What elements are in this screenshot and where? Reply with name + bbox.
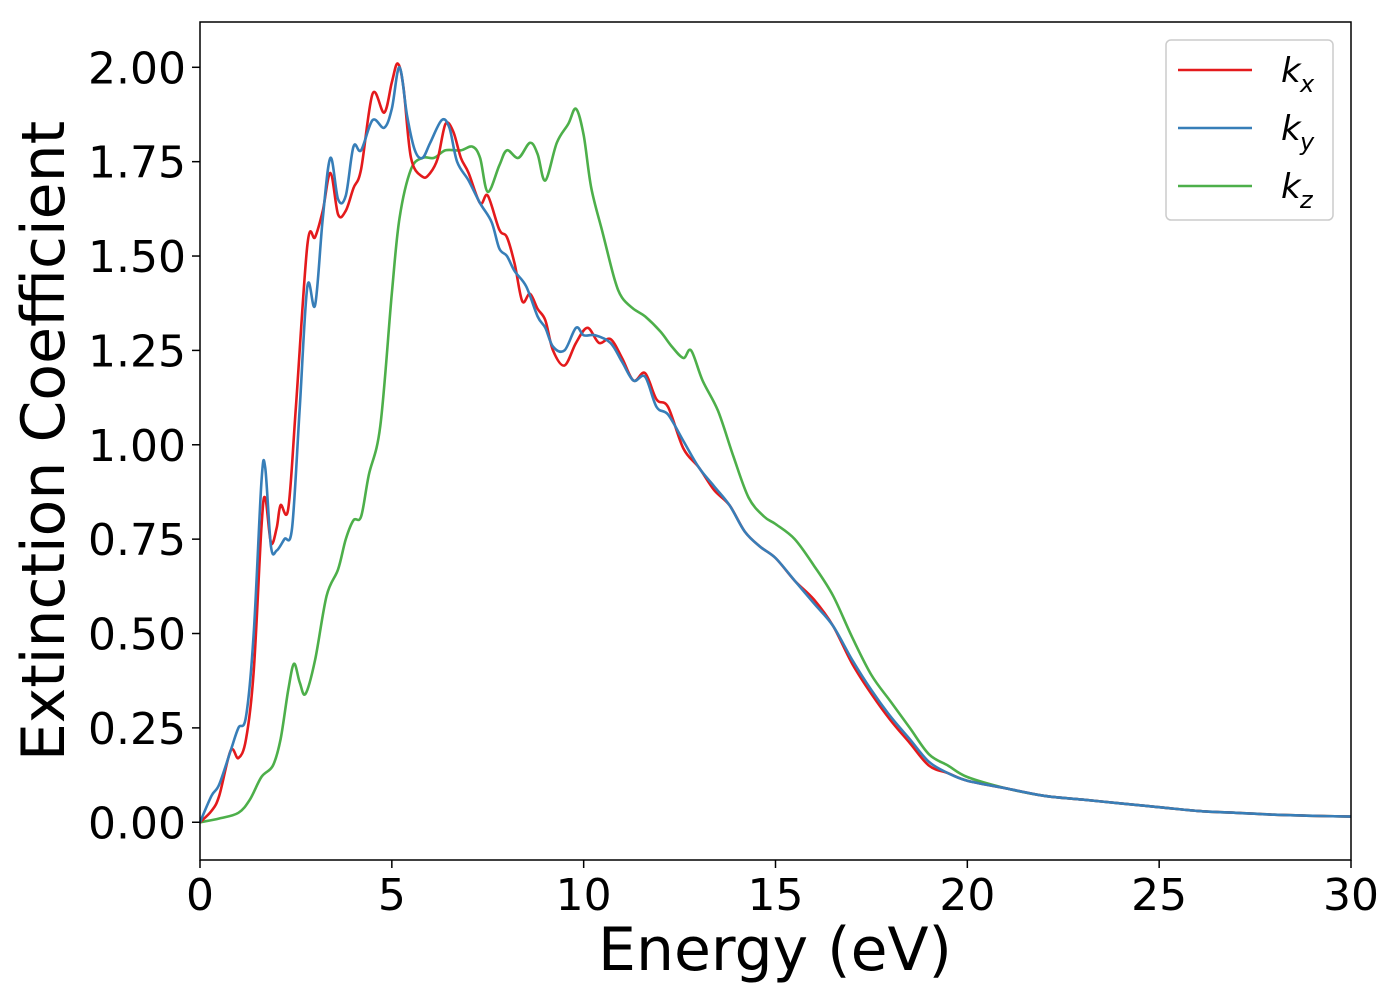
legend-label-kx: k bbox=[1281, 51, 1302, 91]
x-tick-label: 10 bbox=[556, 870, 612, 921]
y-tick-label: 0.25 bbox=[88, 704, 186, 755]
plot-area bbox=[200, 22, 1351, 860]
x-tick-label: 0 bbox=[186, 870, 214, 921]
legend-box bbox=[1165, 39, 1334, 221]
series-line-kx bbox=[199, 62, 1352, 824]
series-line-ky bbox=[198, 65, 1352, 823]
y-tick-label: 1.50 bbox=[88, 232, 186, 283]
legend-label-kz: k bbox=[1281, 167, 1302, 207]
y-tick-label: 1.00 bbox=[88, 421, 186, 472]
legend-subscript-kx: x bbox=[1299, 70, 1315, 98]
x-tick-label: 5 bbox=[378, 870, 406, 921]
series-line-kz bbox=[199, 107, 1352, 824]
plot-frame bbox=[199, 21, 1352, 861]
legend-subscript-kz: z bbox=[1299, 186, 1314, 214]
x-tick-label: 25 bbox=[1131, 870, 1187, 921]
series-lines bbox=[198, 62, 1352, 824]
y-tick-label: 0.75 bbox=[88, 515, 186, 566]
y-tick-label: 0.00 bbox=[88, 798, 186, 849]
y-tick-label: 1.25 bbox=[88, 326, 186, 377]
legend-label-ky: k bbox=[1281, 109, 1302, 149]
y-axis-ticks: 0.00 0.25 0.50 0.75 1.00 1.25 1.50 1.75 2.00 bbox=[88, 43, 200, 849]
y-tick-label: 0.50 bbox=[88, 610, 186, 661]
y-tick-label: 1.75 bbox=[88, 138, 186, 189]
x-axis-title: Energy (eV) bbox=[598, 915, 952, 985]
y-axis-title: Extinction Coefficient bbox=[9, 121, 79, 761]
legend-subscript-ky: y bbox=[1299, 128, 1315, 156]
x-tick-label: 30 bbox=[1323, 870, 1379, 921]
legend: k xk yk z bbox=[1165, 39, 1334, 221]
x-tick-label: 20 bbox=[939, 870, 995, 921]
y-tick-label: 2.00 bbox=[88, 43, 186, 94]
x-tick-label: 15 bbox=[748, 870, 804, 921]
x-axis-ticks: 0 5 10 15 20 25 30 bbox=[186, 860, 1379, 921]
